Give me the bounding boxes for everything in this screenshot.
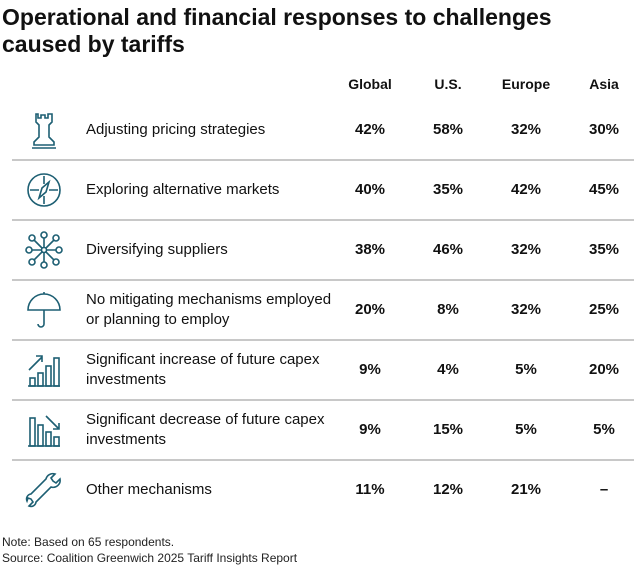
cell-value: – <box>599 481 609 498</box>
column-header: Asia <box>589 76 619 92</box>
cell-value: 21% <box>510 481 542 498</box>
row-label: Significant decrease of future capex inv… <box>86 410 325 448</box>
cell-value: 11% <box>355 481 385 498</box>
chart-title: Operational and financial responses to c… <box>2 4 552 57</box>
note: Note: Based on 65 respondents. <box>2 535 175 549</box>
cell-value: 5% <box>593 421 615 438</box>
wrench-icon <box>25 472 61 508</box>
cell-value: 9% <box>359 361 381 378</box>
column-header: Europe <box>501 76 551 92</box>
umbrella-icon <box>27 292 61 328</box>
cell-value: 35% <box>588 241 620 258</box>
cell-value: 32% <box>510 121 542 138</box>
cell-value: 5% <box>515 361 537 378</box>
table-row: Significant decrease of future capex inv… <box>12 400 634 461</box>
row-label: Diversifying suppliers <box>86 240 228 258</box>
table-row: Adjusting pricing strategies 42% 58% 32% 30% <box>12 100 634 161</box>
column-header: U.S. <box>434 76 462 92</box>
chess-rook-icon <box>32 113 56 149</box>
compass-icon <box>27 173 61 207</box>
table-row: Diversifying suppliers 38% 46% 32% 35% <box>12 220 634 281</box>
network-nodes-icon <box>25 231 63 269</box>
column-header: Global <box>348 76 392 92</box>
table-row: Exploring alternative markets 40% 35% 42% 45… <box>12 160 634 221</box>
row-label: Adjusting pricing strategies <box>86 120 266 138</box>
cell-value: 42% <box>354 121 386 138</box>
table-row: Other mechanisms 11% 12% 21% – <box>12 460 634 519</box>
cell-value: 8% <box>437 301 459 318</box>
cell-value: 12% <box>432 481 464 498</box>
cell-value: 5% <box>515 421 537 438</box>
row-label: No mitigating mechanisms employed or pla… <box>86 290 332 328</box>
cell-value: 30% <box>588 121 620 138</box>
table-row: Significant increase of future capex inv… <box>12 340 634 401</box>
cell-value: 4% <box>437 361 459 378</box>
bar-chart-down-icon <box>28 415 60 447</box>
cell-value: 45% <box>588 181 620 198</box>
cell-value: 38% <box>354 241 386 258</box>
cell-value: 32% <box>510 241 542 258</box>
cell-value: 20% <box>588 361 620 378</box>
table-row: No mitigating mechanisms employed or pla… <box>12 280 634 341</box>
cell-value: 15% <box>432 421 464 438</box>
cell-value: 35% <box>432 181 464 198</box>
bar-chart-up-icon <box>28 355 60 387</box>
cell-value: 20% <box>354 301 386 318</box>
cell-value: 46% <box>432 241 464 258</box>
source: Source: Coalition Greenwich 2025 Tariff … <box>2 551 298 565</box>
cell-value: 40% <box>354 181 386 198</box>
cell-value: 25% <box>588 301 620 318</box>
cell-value: 58% <box>432 121 464 138</box>
cell-value: 32% <box>510 301 542 318</box>
cell-value: 42% <box>510 181 542 198</box>
cell-value: 9% <box>359 421 381 438</box>
row-label: Exploring alternative markets <box>86 180 280 198</box>
row-label: Other mechanisms <box>86 480 212 498</box>
row-label: Significant increase of future capex inv… <box>86 350 320 388</box>
